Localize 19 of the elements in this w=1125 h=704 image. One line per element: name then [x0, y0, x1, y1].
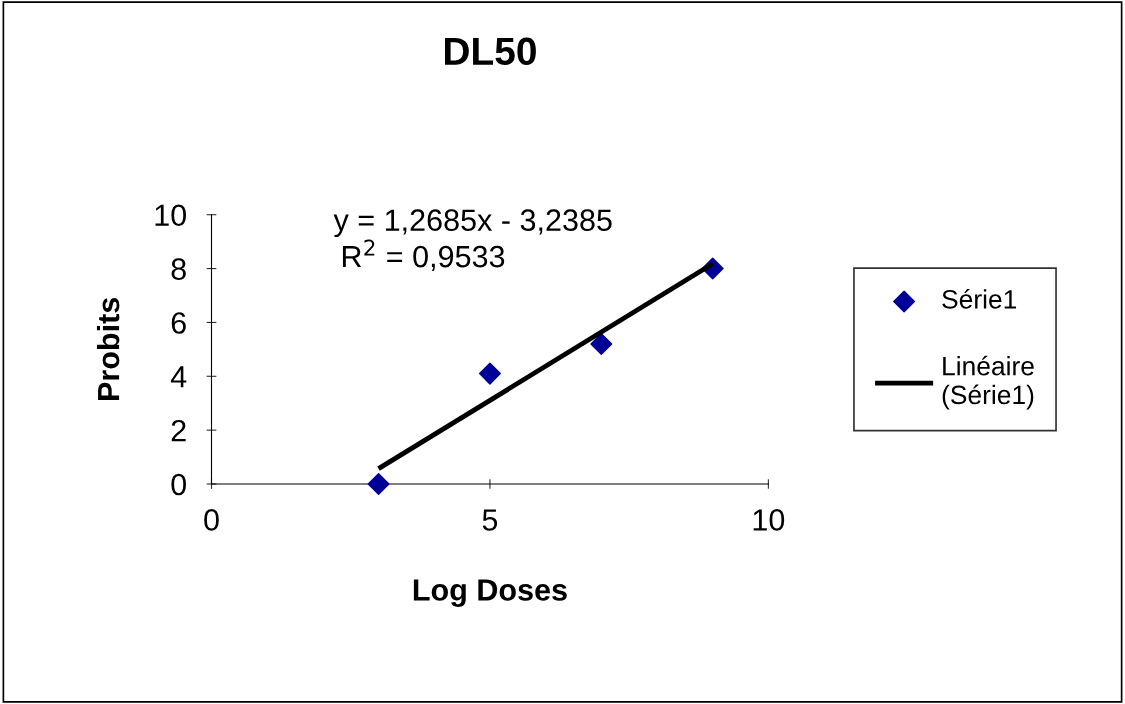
x-tick-label: 5: [482, 509, 498, 531]
point: [478, 362, 501, 385]
legend-label: Série1: [942, 288, 1017, 309]
x-axis-title: Log Doses: [413, 579, 567, 607]
y-axis-title: Probits: [96, 297, 120, 400]
x-tick-label: 0: [204, 509, 219, 531]
x-tick-label: 10: [753, 509, 785, 531]
y-tick-label: 10: [155, 204, 186, 227]
y-tick-label: 4: [170, 366, 187, 388]
y-tick-label: 0: [171, 473, 186, 496]
point: [367, 473, 390, 495]
y-tick-label: 6: [171, 312, 186, 334]
annotation: R$^{2}$ = 0,9533: [342, 239, 505, 272]
legend-label: Linéaire (Série1): [942, 355, 1034, 410]
annotation: y = 1,2685x - 3,2385: [333, 209, 612, 238]
point: [590, 332, 613, 355]
y-tick-label: 2: [171, 419, 186, 442]
y-tick-label: 8: [171, 258, 186, 280]
chart-title: DL50: [444, 37, 536, 66]
